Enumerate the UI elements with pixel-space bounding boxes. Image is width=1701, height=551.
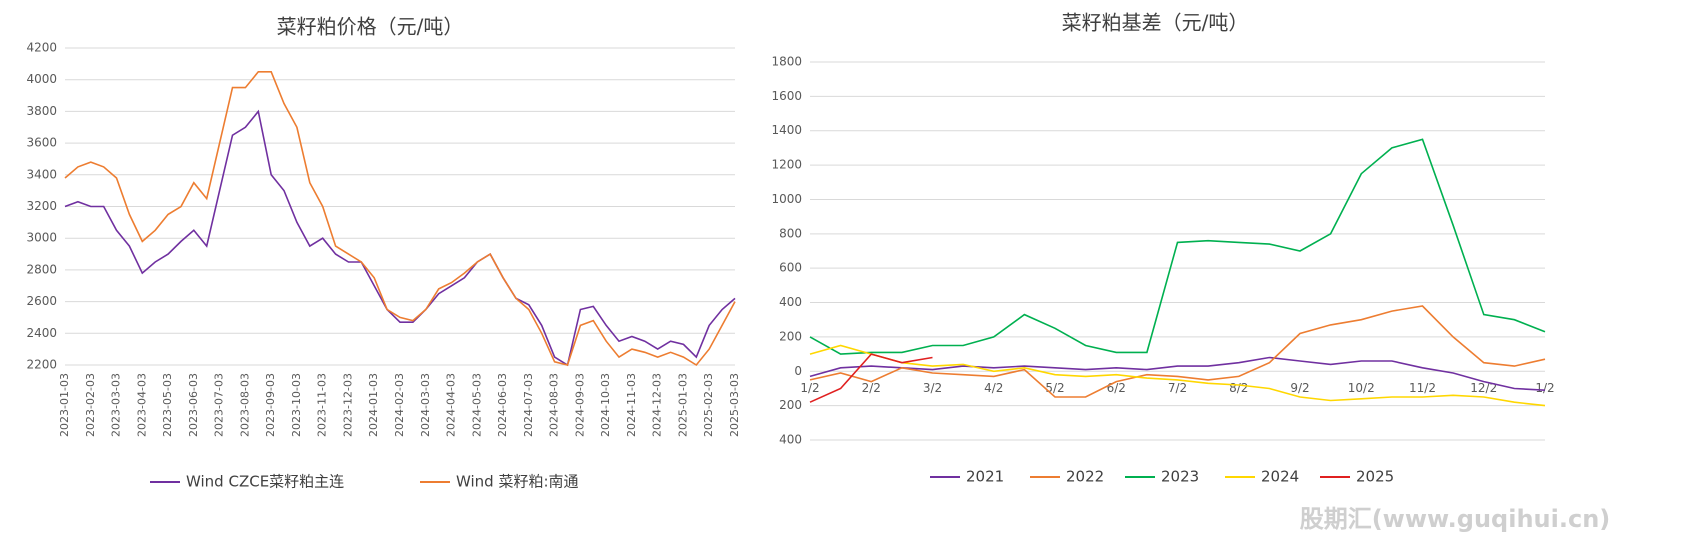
x-tick-label: 2024-09-03 [573,373,586,437]
y-tick-label: 600 [779,261,802,275]
legend-label: Wind CZCE菜籽粕主连 [186,473,344,491]
y-tick-label: 1800 [771,55,802,69]
y-tick-label: 2400 [26,326,57,340]
legend-label: 2023 [1161,468,1199,486]
series-line [809,356,1546,391]
x-tick-label: 2024-02-03 [393,373,406,437]
x-tick-label: 2023-03-03 [110,373,123,437]
x-tick-label: 5/2 [1045,381,1064,395]
legend-label: 2021 [966,468,1004,486]
x-tick-label: 2023-10-03 [290,373,303,437]
y-tick-label: 400 [779,433,802,447]
x-tick-label: 2023-04-03 [135,373,148,437]
x-tick-label: 2024-11-03 [625,373,638,437]
x-tick-label: 2023-07-03 [213,373,226,437]
y-tick-label: 4000 [26,72,57,86]
x-tick-label: 1/2 [1535,381,1554,395]
y-tick-label: 4200 [26,41,57,55]
x-tick-label: 2024-01-03 [367,373,380,437]
x-tick-label: 11/2 [1409,381,1436,395]
x-tick-label: 2025-01-03 [676,373,689,437]
x-tick-label: 2024-07-03 [522,373,535,437]
y-tick-label: 3400 [26,167,57,181]
x-tick-label: 2023-06-03 [187,373,200,437]
x-tick-label: 2023-05-03 [161,373,174,437]
chart: 菜籽粕价格（元/吨） 2200 2400 2600 2800 3000 3200 3400 36… [26,15,741,491]
x-tick-label: 2023-09-03 [264,373,277,437]
y-tick-label: 0 [794,364,802,378]
y-tick-label: 2800 [26,262,57,276]
x-tick-label: 2024-05-03 [470,373,483,437]
y-tick-label: 3800 [26,104,57,118]
x-tick-label: 10/2 [1348,381,1375,395]
y-tick-label: 400 [779,295,802,309]
x-tick-label: 2023-11-03 [316,373,329,437]
x-tick-label: 2023-08-03 [238,373,251,437]
series-line [64,71,736,367]
x-tick-label: 4/2 [984,381,1003,395]
series-line [64,109,736,367]
x-tick-label: 2/2 [862,381,881,395]
x-tick-label: 2024-04-03 [445,373,458,437]
x-tick-label: 9/2 [1290,381,1309,395]
x-tick-label: 3/2 [923,381,942,395]
x-tick-label: 2024-12-03 [651,373,664,437]
y-tick-label: 800 [779,226,802,240]
x-tick-label: 2023-02-03 [84,373,97,437]
y-tick-label: 2200 [26,358,57,372]
y-tick-label: 1200 [771,158,802,172]
y-tick-label: 200 [779,329,802,343]
x-tick-label: 2024-10-03 [599,373,612,437]
legend-label: 2025 [1356,468,1394,486]
x-tick-label: 1/2 [800,381,819,395]
series-line [809,138,1546,355]
y-tick-label: 200 [779,398,802,412]
x-tick-label: 8/2 [1229,381,1248,395]
chart-title: 菜籽粕价格（元/吨） [277,15,464,39]
y-tick-label: 3200 [26,199,57,213]
x-tick-label: 12/2 [1470,381,1497,395]
x-tick-label: 2023-12-03 [341,373,354,437]
x-tick-label: 2025-03-03 [728,373,741,437]
x-tick-label: 2024-03-03 [419,373,432,437]
series-line [809,305,1546,398]
series-line [809,353,933,403]
legend-label: 2022 [1066,468,1104,486]
series-line [809,344,1546,407]
x-tick-label: 2024-06-03 [496,373,509,437]
x-tick-label: 7/2 [1168,381,1187,395]
x-tick-label: 2025-02-03 [702,373,715,437]
x-tick-label: 6/2 [1107,381,1126,395]
chart: 菜籽粕基差（元/吨） 400 200 0 200 400 600 800 1000 1200 140… [771,11,1554,486]
y-tick-label: 1400 [771,123,802,137]
legend-label: 2024 [1261,468,1299,486]
y-tick-label: 3000 [26,231,57,245]
legend-label: Wind 菜籽粕:南通 [456,473,579,491]
y-tick-label: 1600 [771,89,802,103]
chart-title: 菜籽粕基差（元/吨） [1062,11,1249,35]
y-tick-label: 2600 [26,294,57,308]
y-tick-label: 3600 [26,136,57,150]
x-tick-label: 2024-08-03 [548,373,561,437]
y-tick-label: 1000 [771,192,802,206]
x-tick-label: 2023-01-03 [58,373,71,437]
